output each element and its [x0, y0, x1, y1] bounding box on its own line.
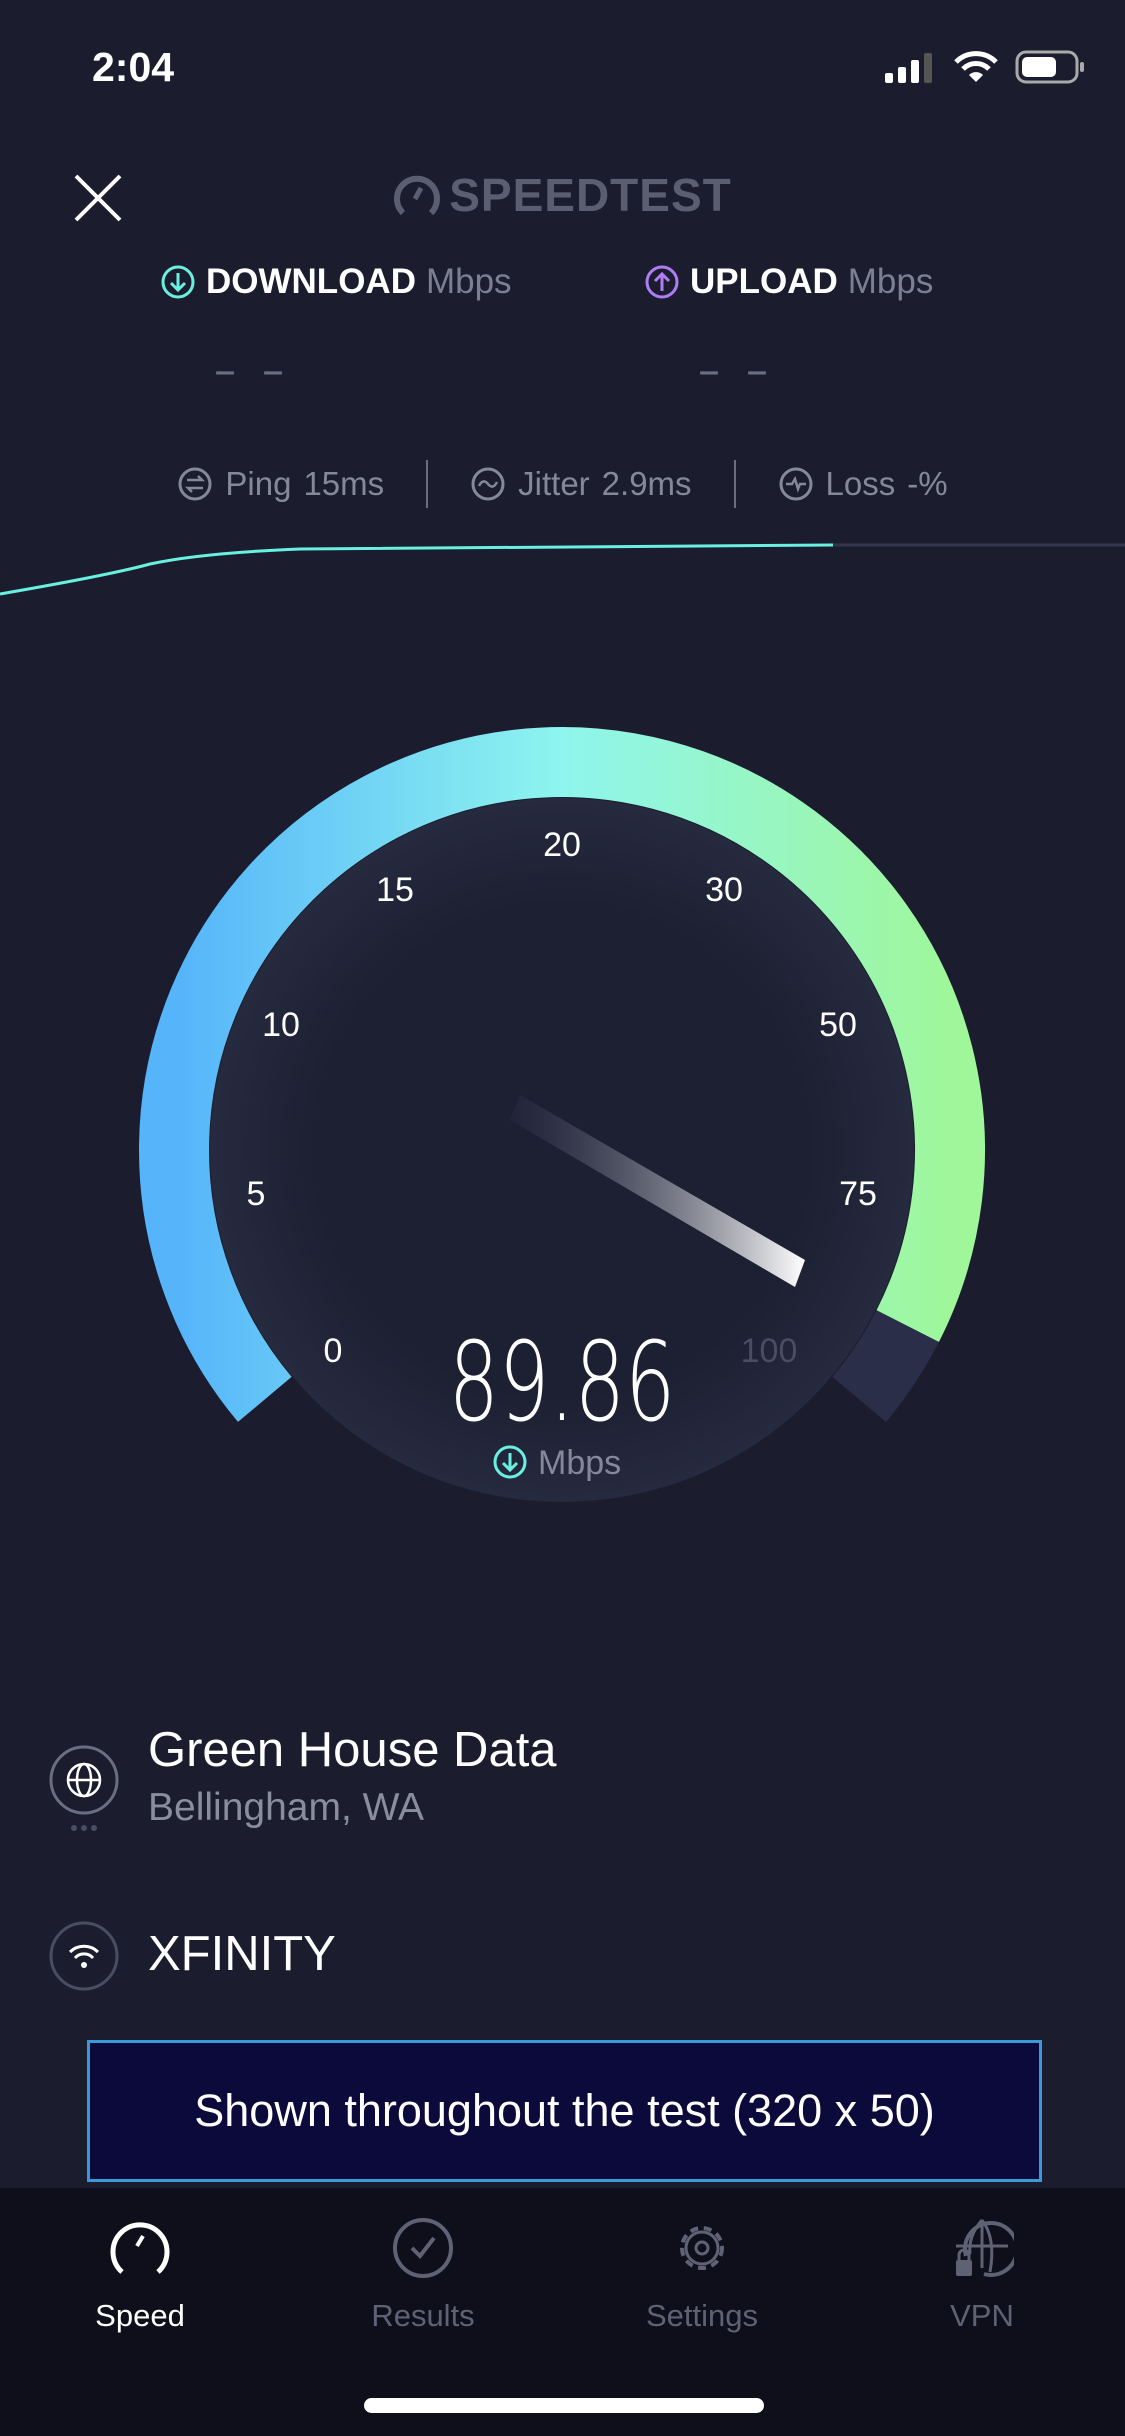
upload-value: – –	[698, 345, 774, 396]
server-name[interactable]: Green House Data	[148, 1723, 557, 1777]
gauge-tick-10: 10	[262, 1006, 300, 1044]
speed-graph	[0, 543, 1125, 596]
gauge-tick-15: 15	[376, 871, 414, 909]
gauge-unit: Mbps	[538, 1444, 621, 1482]
ping-stat: Ping 15ms	[135, 465, 426, 503]
download-icon	[493, 1445, 527, 1479]
wifi-icon	[954, 51, 998, 82]
gauge-tick-20: 20	[543, 826, 581, 864]
vpn-globe-lock-icon	[956, 2219, 1014, 2277]
gauge-tick-75: 75	[839, 1175, 877, 1213]
gauge-logo-icon	[394, 175, 441, 216]
stats-row: Ping 15ms Jitter 2.9ms Loss -%	[0, 460, 1125, 508]
tab-settings[interactable]: Settings	[602, 2216, 802, 2334]
home-indicator[interactable]	[364, 2398, 764, 2413]
gauge-track-arc	[832, 1309, 939, 1422]
status-time: 2:04	[92, 44, 175, 90]
gauge-tick-5: 5	[247, 1175, 266, 1213]
divider	[426, 460, 429, 508]
upload-icon	[645, 265, 679, 299]
speedometer-icon	[110, 2222, 170, 2274]
gauge-tick-100: 100	[741, 1332, 798, 1370]
tab-bar: Speed Results Settings VPN	[0, 2188, 1125, 2436]
server-location: Bellingham, WA	[148, 1786, 424, 1829]
tab-results[interactable]: Results	[323, 2216, 523, 2334]
divider	[733, 460, 736, 508]
gauge-tick-0: 0	[324, 1332, 343, 1370]
gear-icon	[680, 2226, 724, 2270]
jitter-icon	[471, 467, 505, 501]
gauge-needle	[510, 1095, 805, 1287]
ping-icon	[178, 467, 212, 501]
wifi-icon	[49, 1921, 119, 1991]
status-icons	[885, 50, 1085, 84]
tab-vpn[interactable]: VPN	[882, 2216, 1082, 2334]
gauge-progress-arc	[139, 727, 985, 1422]
gauge-speed-value: 89.86	[449, 1318, 676, 1447]
tab-speed[interactable]: Speed	[40, 2216, 240, 2334]
checkmark-circle-icon	[393, 2218, 453, 2278]
gauge-tick-50: 50	[819, 1006, 857, 1044]
battery-icon	[1015, 50, 1084, 84]
provider-name: XFINITY	[148, 1927, 336, 1981]
gauge-tick-30: 30	[705, 871, 743, 909]
download-icon	[161, 265, 195, 299]
jitter-stat: Jitter 2.9ms	[428, 465, 733, 503]
globe-icon[interactable]	[48, 1744, 120, 1834]
speed-gauge: 0 5 10 15 20 30 50 75 100 89.86 Mbps	[139, 727, 985, 1502]
speed-graph-line	[0, 543, 834, 596]
speedtest-logo: SPEEDTEST	[0, 168, 1125, 222]
loss-icon	[779, 467, 813, 501]
loss-stat: Loss -%	[736, 465, 990, 503]
cellular-signal-icon	[885, 53, 932, 83]
download-header: DOWNLOAD Mbps	[160, 262, 512, 302]
ad-banner[interactable]: Shown throughout the test (320 x 50)	[87, 2040, 1042, 2182]
close-icon[interactable]	[70, 170, 126, 226]
upload-header: UPLOAD Mbps	[644, 262, 933, 302]
download-value: – –	[214, 345, 290, 396]
